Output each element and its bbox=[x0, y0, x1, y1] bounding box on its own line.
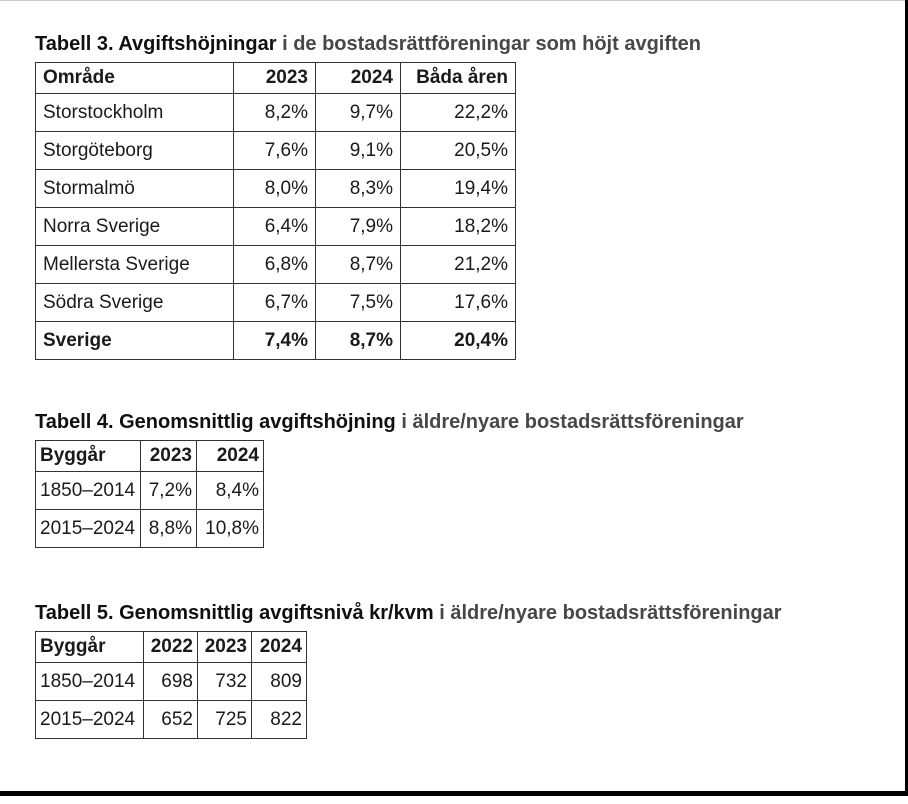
year-column-header: 2023 bbox=[140, 440, 197, 472]
table4-avgiftshojning-byggar: Byggår 2023 2024 1850–2014 7,2% 8,4% 2015–2024… bbox=[35, 440, 264, 548]
cell-value: 725 bbox=[197, 700, 252, 739]
row-label: Sverige bbox=[35, 321, 234, 360]
table5-title-rest: i äldre/nyare bostadsrättsföreningar bbox=[439, 602, 782, 624]
header-row: Byggår 2022 2023 2024 bbox=[35, 631, 307, 663]
cell-value: 8,7% bbox=[315, 321, 401, 360]
cell-value: 6,7% bbox=[233, 283, 316, 322]
table-section-5: Tabell 5. Genomsnittlig avgiftsnivå kr/k… bbox=[35, 602, 908, 739]
cell-value: 8,0% bbox=[233, 169, 316, 208]
year-column-header: 2024 bbox=[315, 62, 401, 94]
table-row: 2015–2024 8,8% 10,8% bbox=[35, 509, 264, 548]
cell-value: 8,4% bbox=[196, 471, 264, 510]
cell-value: 809 bbox=[251, 662, 307, 701]
cell-value: 9,7% bbox=[315, 93, 401, 132]
cell-value: 18,2% bbox=[400, 207, 516, 246]
table-section-3: Tabell 3. Avgiftshöjningar i de bostadsr… bbox=[35, 33, 908, 360]
frame-top-border bbox=[0, 0, 908, 1]
row-label: 1850–2014 bbox=[35, 471, 141, 510]
table-row: 1850–2014 698 732 809 bbox=[35, 662, 307, 701]
year-column-header: 2024 bbox=[196, 440, 264, 472]
year-column-header: Båda åren bbox=[400, 62, 516, 94]
table-row: Norra Sverige 6,4% 7,9% 18,2% bbox=[35, 207, 516, 246]
table4-title-rest: i äldre/nyare bostadsrättsföreningar bbox=[401, 411, 744, 433]
frame-right-border bbox=[905, 0, 908, 796]
cell-value: 10,8% bbox=[196, 509, 264, 548]
table-row: 2015–2024 652 725 822 bbox=[35, 700, 307, 739]
cell-value: 8,2% bbox=[233, 93, 316, 132]
table3-title-rest: i de bostadsrättföreningar som höjt avgi… bbox=[282, 33, 702, 55]
table5-title: Tabell 5. Genomsnittlig avgiftsnivå kr/k… bbox=[35, 602, 908, 625]
cell-value: 732 bbox=[197, 662, 252, 701]
cell-value: 20,5% bbox=[400, 131, 516, 170]
cell-value: 7,5% bbox=[315, 283, 401, 322]
frame-bottom-border bbox=[0, 791, 908, 796]
table4-title-strong: Tabell 4. Genomsnittlig avgiftshöjning bbox=[35, 411, 396, 433]
cell-value: 20,4% bbox=[400, 321, 516, 360]
cell-value: 19,4% bbox=[400, 169, 516, 208]
year-column-header: 2024 bbox=[251, 631, 307, 663]
cell-value: 7,6% bbox=[233, 131, 316, 170]
cell-value: 698 bbox=[143, 662, 198, 701]
row-label: Storstockholm bbox=[35, 93, 234, 132]
row-label: 1850–2014 bbox=[35, 662, 144, 701]
table-row: Storgöteborg 7,6% 9,1% 20,5% bbox=[35, 131, 516, 170]
table-section-4: Tabell 4. Genomsnittlig avgiftshöjning i… bbox=[35, 411, 908, 548]
row-label-header: Byggår bbox=[35, 440, 141, 472]
row-label-header: Område bbox=[35, 62, 234, 94]
row-label: Södra Sverige bbox=[35, 283, 234, 322]
year-column-header: 2023 bbox=[233, 62, 316, 94]
row-label: Mellersta Sverige bbox=[35, 245, 234, 284]
table3-title: Tabell 3. Avgiftshöjningar i de bostadsr… bbox=[35, 33, 908, 56]
table-row: 1850–2014 7,2% 8,4% bbox=[35, 471, 264, 510]
cell-value: 8,7% bbox=[315, 245, 401, 284]
cell-value: 9,1% bbox=[315, 131, 401, 170]
year-column-header: 2022 bbox=[143, 631, 198, 663]
cell-value: 21,2% bbox=[400, 245, 516, 284]
row-label: Norra Sverige bbox=[35, 207, 234, 246]
table3-title-strong: Tabell 3. Avgiftshöjningar bbox=[35, 33, 277, 55]
cell-value: 8,8% bbox=[140, 509, 197, 548]
cell-value: 652 bbox=[143, 700, 198, 739]
table3-avgiftshojningar: Område 2023 2024 Båda åren Storstockholm 8,2%… bbox=[35, 62, 516, 360]
row-label: Storgöteborg bbox=[35, 131, 234, 170]
cell-value: 822 bbox=[251, 700, 307, 739]
cell-value: 6,8% bbox=[233, 245, 316, 284]
cell-value: 7,2% bbox=[140, 471, 197, 510]
row-label: 2015–2024 bbox=[35, 509, 141, 548]
table5-title-strong: Tabell 5. Genomsnittlig avgiftsnivå kr/k… bbox=[35, 602, 434, 624]
cell-value: 7,4% bbox=[233, 321, 316, 360]
cell-value: 8,3% bbox=[315, 169, 401, 208]
table-row: Södra Sverige 6,7% 7,5% 17,6% bbox=[35, 283, 516, 322]
year-column-header: 2023 bbox=[197, 631, 252, 663]
table-row: Storstockholm 8,2% 9,7% 22,2% bbox=[35, 93, 516, 132]
cell-value: 22,2% bbox=[400, 93, 516, 132]
table5-avgiftsniva-byggar: Byggår 2022 2023 2024 1850–2014 698 732 809 2015… bbox=[35, 631, 307, 739]
header-row: Område 2023 2024 Båda åren bbox=[35, 62, 516, 94]
table-row: Stormalmö 8,0% 8,3% 19,4% bbox=[35, 169, 516, 208]
row-label: Stormalmö bbox=[35, 169, 234, 208]
header-row: Byggår 2023 2024 bbox=[35, 440, 264, 472]
cell-value: 7,9% bbox=[315, 207, 401, 246]
table4-title: Tabell 4. Genomsnittlig avgiftshöjning i… bbox=[35, 411, 908, 434]
cell-value: 6,4% bbox=[233, 207, 316, 246]
cell-value: 17,6% bbox=[400, 283, 516, 322]
row-label-header: Byggår bbox=[35, 631, 144, 663]
row-label: 2015–2024 bbox=[35, 700, 144, 739]
table-row: Mellersta Sverige 6,8% 8,7% 21,2% bbox=[35, 245, 516, 284]
table-row: Sverige 7,4% 8,7% 20,4% bbox=[35, 321, 516, 360]
